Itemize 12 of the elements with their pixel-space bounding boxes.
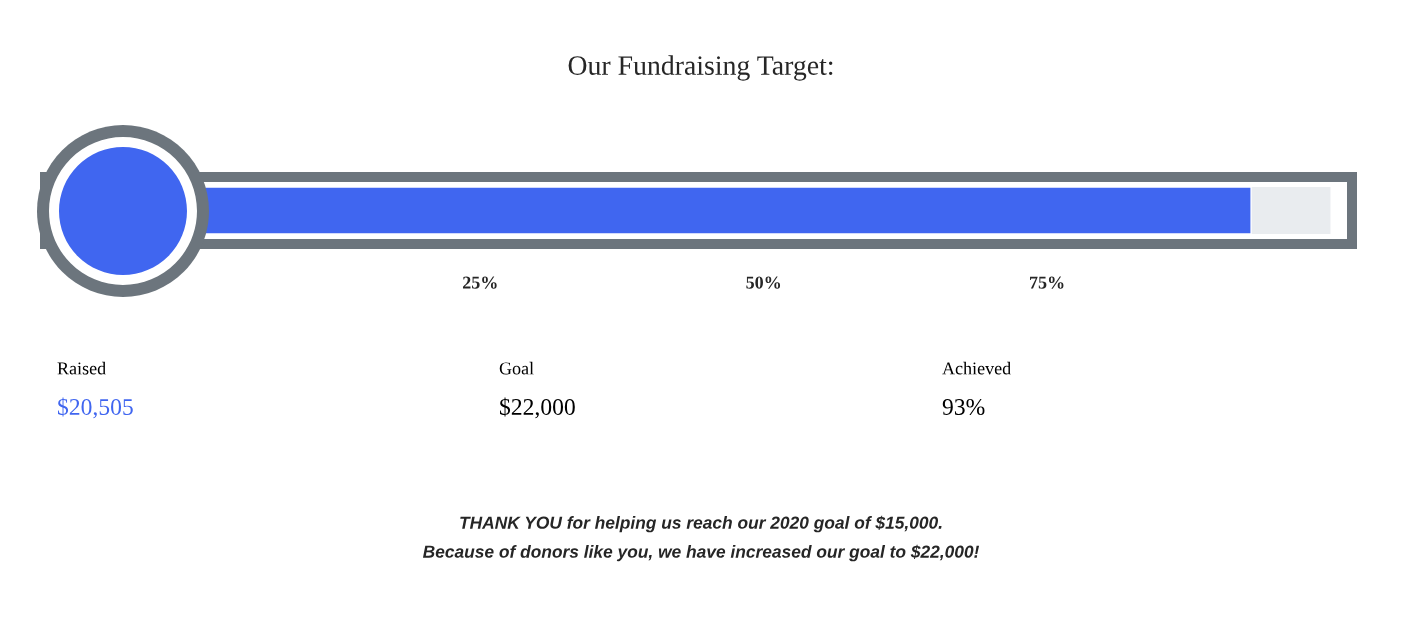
chart-title: Our Fundraising Target: (568, 55, 833, 81)
x-tick-label: 50% (746, 276, 781, 289)
text: Raised (57, 361, 106, 375)
text: Goal (499, 361, 534, 375)
text: 93% (942, 398, 985, 415)
text: $20,505 (58, 397, 133, 419)
x-tick-label: 75% (1030, 276, 1064, 289)
text: Because of donors like you, we have increased our goal to $22,000! (422, 544, 980, 562)
text: THANK YOU for helping us reach our 2020 goal of $15,000. (460, 515, 942, 533)
x-tick-label: 25% (462, 276, 497, 289)
text: Achieved (942, 361, 1011, 375)
text: $22,000 (500, 397, 575, 419)
